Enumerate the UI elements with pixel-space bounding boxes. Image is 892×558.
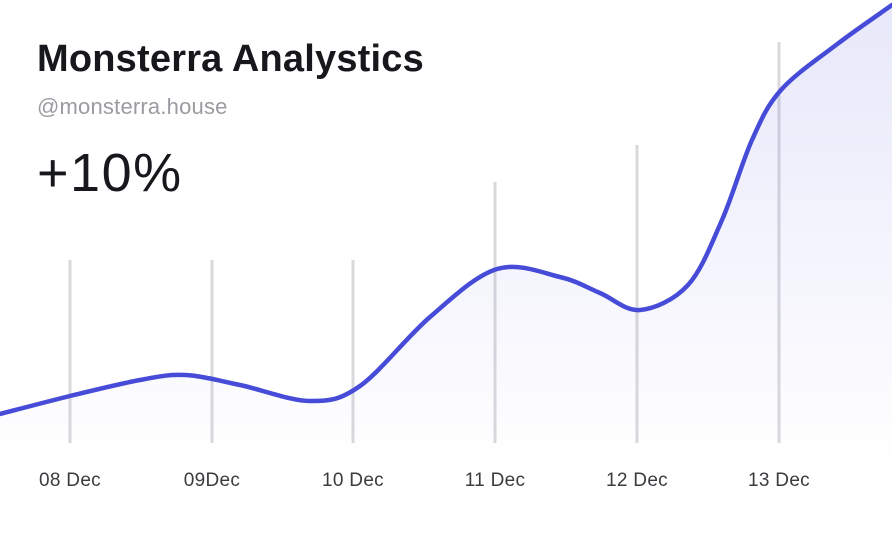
x-axis-label: 08 Dec (38, 470, 101, 491)
x-axis-label: 09Dec (183, 470, 241, 491)
x-axis-label: 12 Dec (605, 470, 668, 491)
x-axis-label: 13 Dec (747, 470, 810, 491)
x-axis-label: 11 Dec (464, 470, 526, 491)
x-axis-label: 10 Dec (321, 470, 384, 491)
trend-line (0, 2, 892, 417)
area-fill (0, 5, 892, 470)
